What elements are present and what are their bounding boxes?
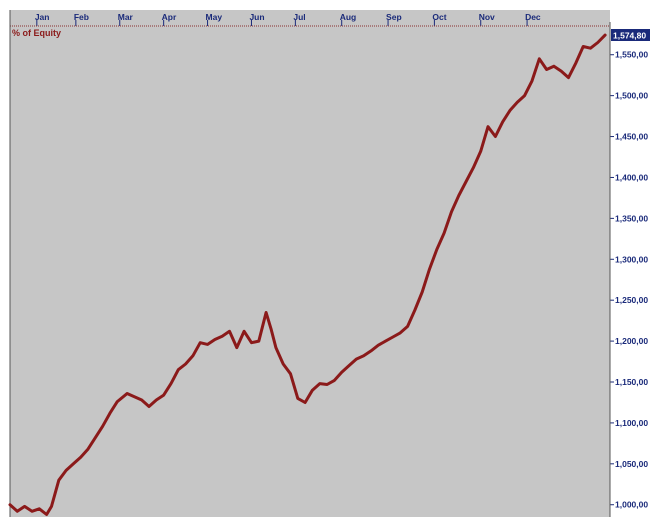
x-tick-label: Nov: [479, 12, 495, 22]
series-line-equity: [8, 33, 607, 516]
last-value-label: 1,574,80: [613, 31, 646, 41]
last-value-box: [611, 29, 650, 41]
x-tick-label: Mar: [118, 12, 134, 22]
y-tick-label: 1,250,00: [615, 295, 648, 305]
x-tick-label: Jun: [249, 12, 264, 22]
x-tick-label: Jul: [293, 12, 305, 22]
legend-label: % of Equity: [12, 28, 61, 38]
x-axis-band: [10, 10, 610, 26]
y-axis: 1,550,00 1,500,00 1,450,00 1,400,00 1,350,00…: [610, 50, 648, 510]
x-tick-label: Aug: [340, 12, 357, 22]
x-tick-label: Oct: [432, 12, 446, 22]
y-tick-label: 1,000,00: [615, 500, 648, 510]
y-tick-label: 1,050,00: [615, 459, 648, 469]
y-tick-label: 1,100,00: [615, 418, 648, 428]
last-value-marker: 1,574,80: [611, 29, 650, 41]
x-tick-label: Sep: [386, 12, 402, 22]
y-tick-label: 1,300,00: [615, 254, 648, 264]
x-tick-label: Feb: [74, 12, 89, 22]
x-tick-label: Jan: [35, 12, 50, 22]
plot-area: [10, 22, 610, 517]
y-tick-label: 1,200,00: [615, 336, 648, 346]
y-tick-label: 1,350,00: [615, 213, 648, 223]
x-tick-label: May: [206, 12, 223, 22]
x-tick-label: Apr: [162, 12, 177, 22]
y-tick-label: 1,550,00: [615, 50, 648, 60]
series-layer: [8, 33, 607, 516]
x-tick-label: Dec: [525, 12, 541, 22]
y-tick-label: 1,500,00: [615, 91, 648, 101]
x-axis: Jan Feb Mar Apr May Jun Jul Aug Sep Oct Nov Dec: [10, 12, 610, 27]
y-tick-label: 1,450,00: [615, 132, 648, 142]
y-tick-label: 1,150,00: [615, 377, 648, 387]
y-tick-label: 1,400,00: [615, 172, 648, 182]
